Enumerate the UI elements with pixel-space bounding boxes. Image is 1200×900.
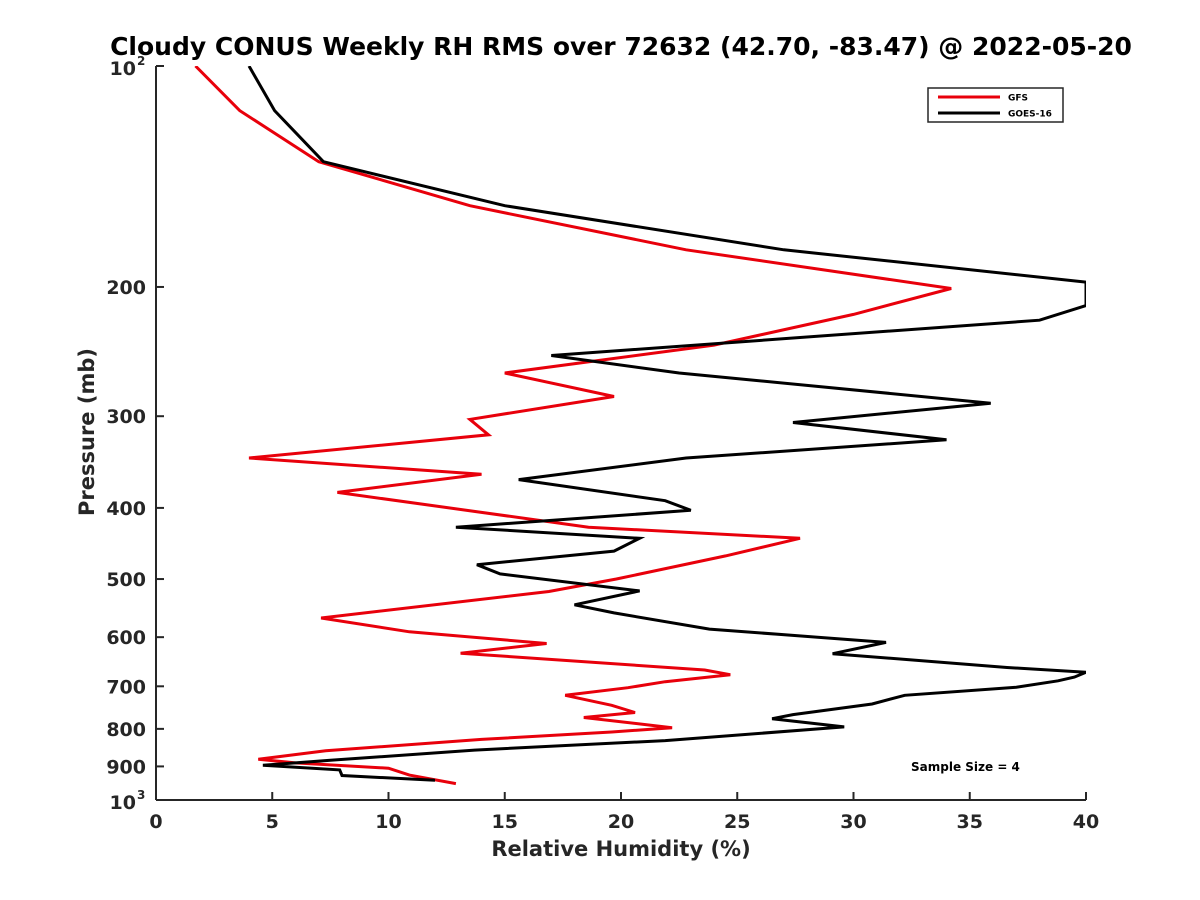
y-tick-label: 800 (106, 719, 146, 741)
y-tick-exponent: 2 (137, 54, 145, 68)
series-line-gfs (194, 66, 952, 786)
legend-box (927, 87, 1064, 123)
sample-size-annotation: Sample Size = 4 (911, 760, 1020, 774)
y-tick-label: 10 (110, 58, 136, 80)
y-tick-label: 400 (106, 498, 146, 520)
y-tick-label: 700 (106, 676, 146, 698)
x-tick-label: 20 (608, 811, 634, 833)
x-tick-label: 10 (375, 811, 401, 833)
x-tick-label: 35 (957, 811, 983, 833)
y-axis-label: Pressure (mb) (75, 348, 99, 516)
x-tick-label: 5 (266, 811, 279, 833)
legend-label: GFS (1008, 94, 1028, 104)
y-tick-label: 300 (106, 406, 146, 428)
x-tick-label: 25 (724, 811, 750, 833)
y-tick-label: 600 (106, 627, 146, 649)
y-tick-label: 10 (110, 792, 136, 814)
x-tick-label: 15 (492, 811, 518, 833)
legend: GFS GOES-16 (927, 87, 1064, 123)
plot-area-background (156, 66, 1086, 800)
x-tick-label: 0 (149, 811, 162, 833)
y-tick-exponent: 3 (137, 788, 145, 802)
x-tick-label: 30 (840, 811, 866, 833)
legend-label: GOES-16 (1008, 110, 1052, 120)
series-line-goes-16 (247, 66, 1086, 782)
y-tick-label: 200 (106, 277, 146, 299)
plot-area (156, 66, 1086, 800)
series-layer (194, 66, 1086, 786)
x-axis-label: Relative Humidity (%) (491, 837, 750, 861)
y-tick-label: 900 (106, 756, 146, 778)
y-tick-label: 500 (106, 569, 146, 591)
chart-title: Cloudy CONUS Weekly RH RMS over 72632 (4… (110, 32, 1132, 61)
x-tick-label: 40 (1073, 811, 1099, 833)
